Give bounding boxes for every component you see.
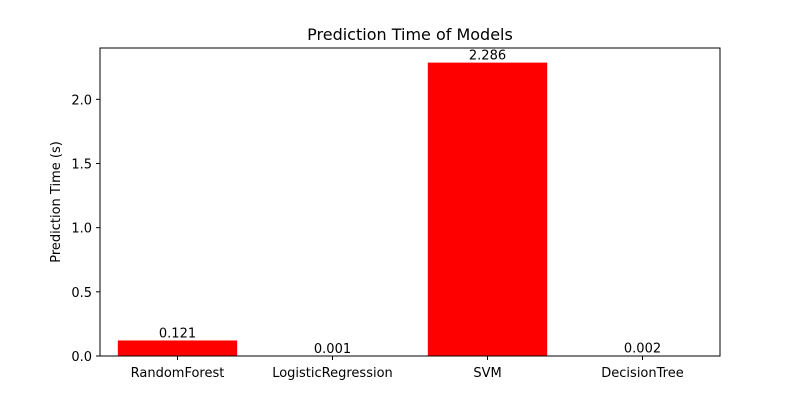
bar-randomforest xyxy=(118,340,237,356)
bar-svm xyxy=(428,63,547,356)
x-axis-ticks: RandomForest LogisticRegression SVM Decisio… xyxy=(131,356,684,381)
data-labels: 0.121 0.001 2.286 0.002 xyxy=(159,49,661,357)
bar-value-label: 0.002 xyxy=(624,342,661,357)
y-tick-label: 1.5 xyxy=(71,158,92,173)
x-tick-label: SVM xyxy=(473,366,501,381)
y-axis-label: Prediction Time (s) xyxy=(49,141,64,263)
x-tick-label: LogisticRegression xyxy=(272,366,393,381)
bar-value-label: 0.121 xyxy=(159,326,196,341)
y-tick-label: 0.0 xyxy=(71,350,92,365)
y-tick-label: 0.5 xyxy=(71,286,92,301)
bar-value-label: 0.001 xyxy=(314,342,351,357)
bar-value-label: 2.286 xyxy=(469,49,506,64)
x-tick-label: DecisionTree xyxy=(601,366,683,381)
plot-area-frame xyxy=(100,48,720,356)
x-tick-label: RandomForest xyxy=(131,366,225,381)
y-tick-label: 1.0 xyxy=(71,222,92,237)
chart-title: Prediction Time of Models xyxy=(307,25,513,44)
bars-layer xyxy=(118,63,702,356)
y-axis-ticks: 0.0 0.5 1.0 1.5 2.0 xyxy=(71,93,100,365)
y-tick-label: 2.0 xyxy=(71,93,92,108)
